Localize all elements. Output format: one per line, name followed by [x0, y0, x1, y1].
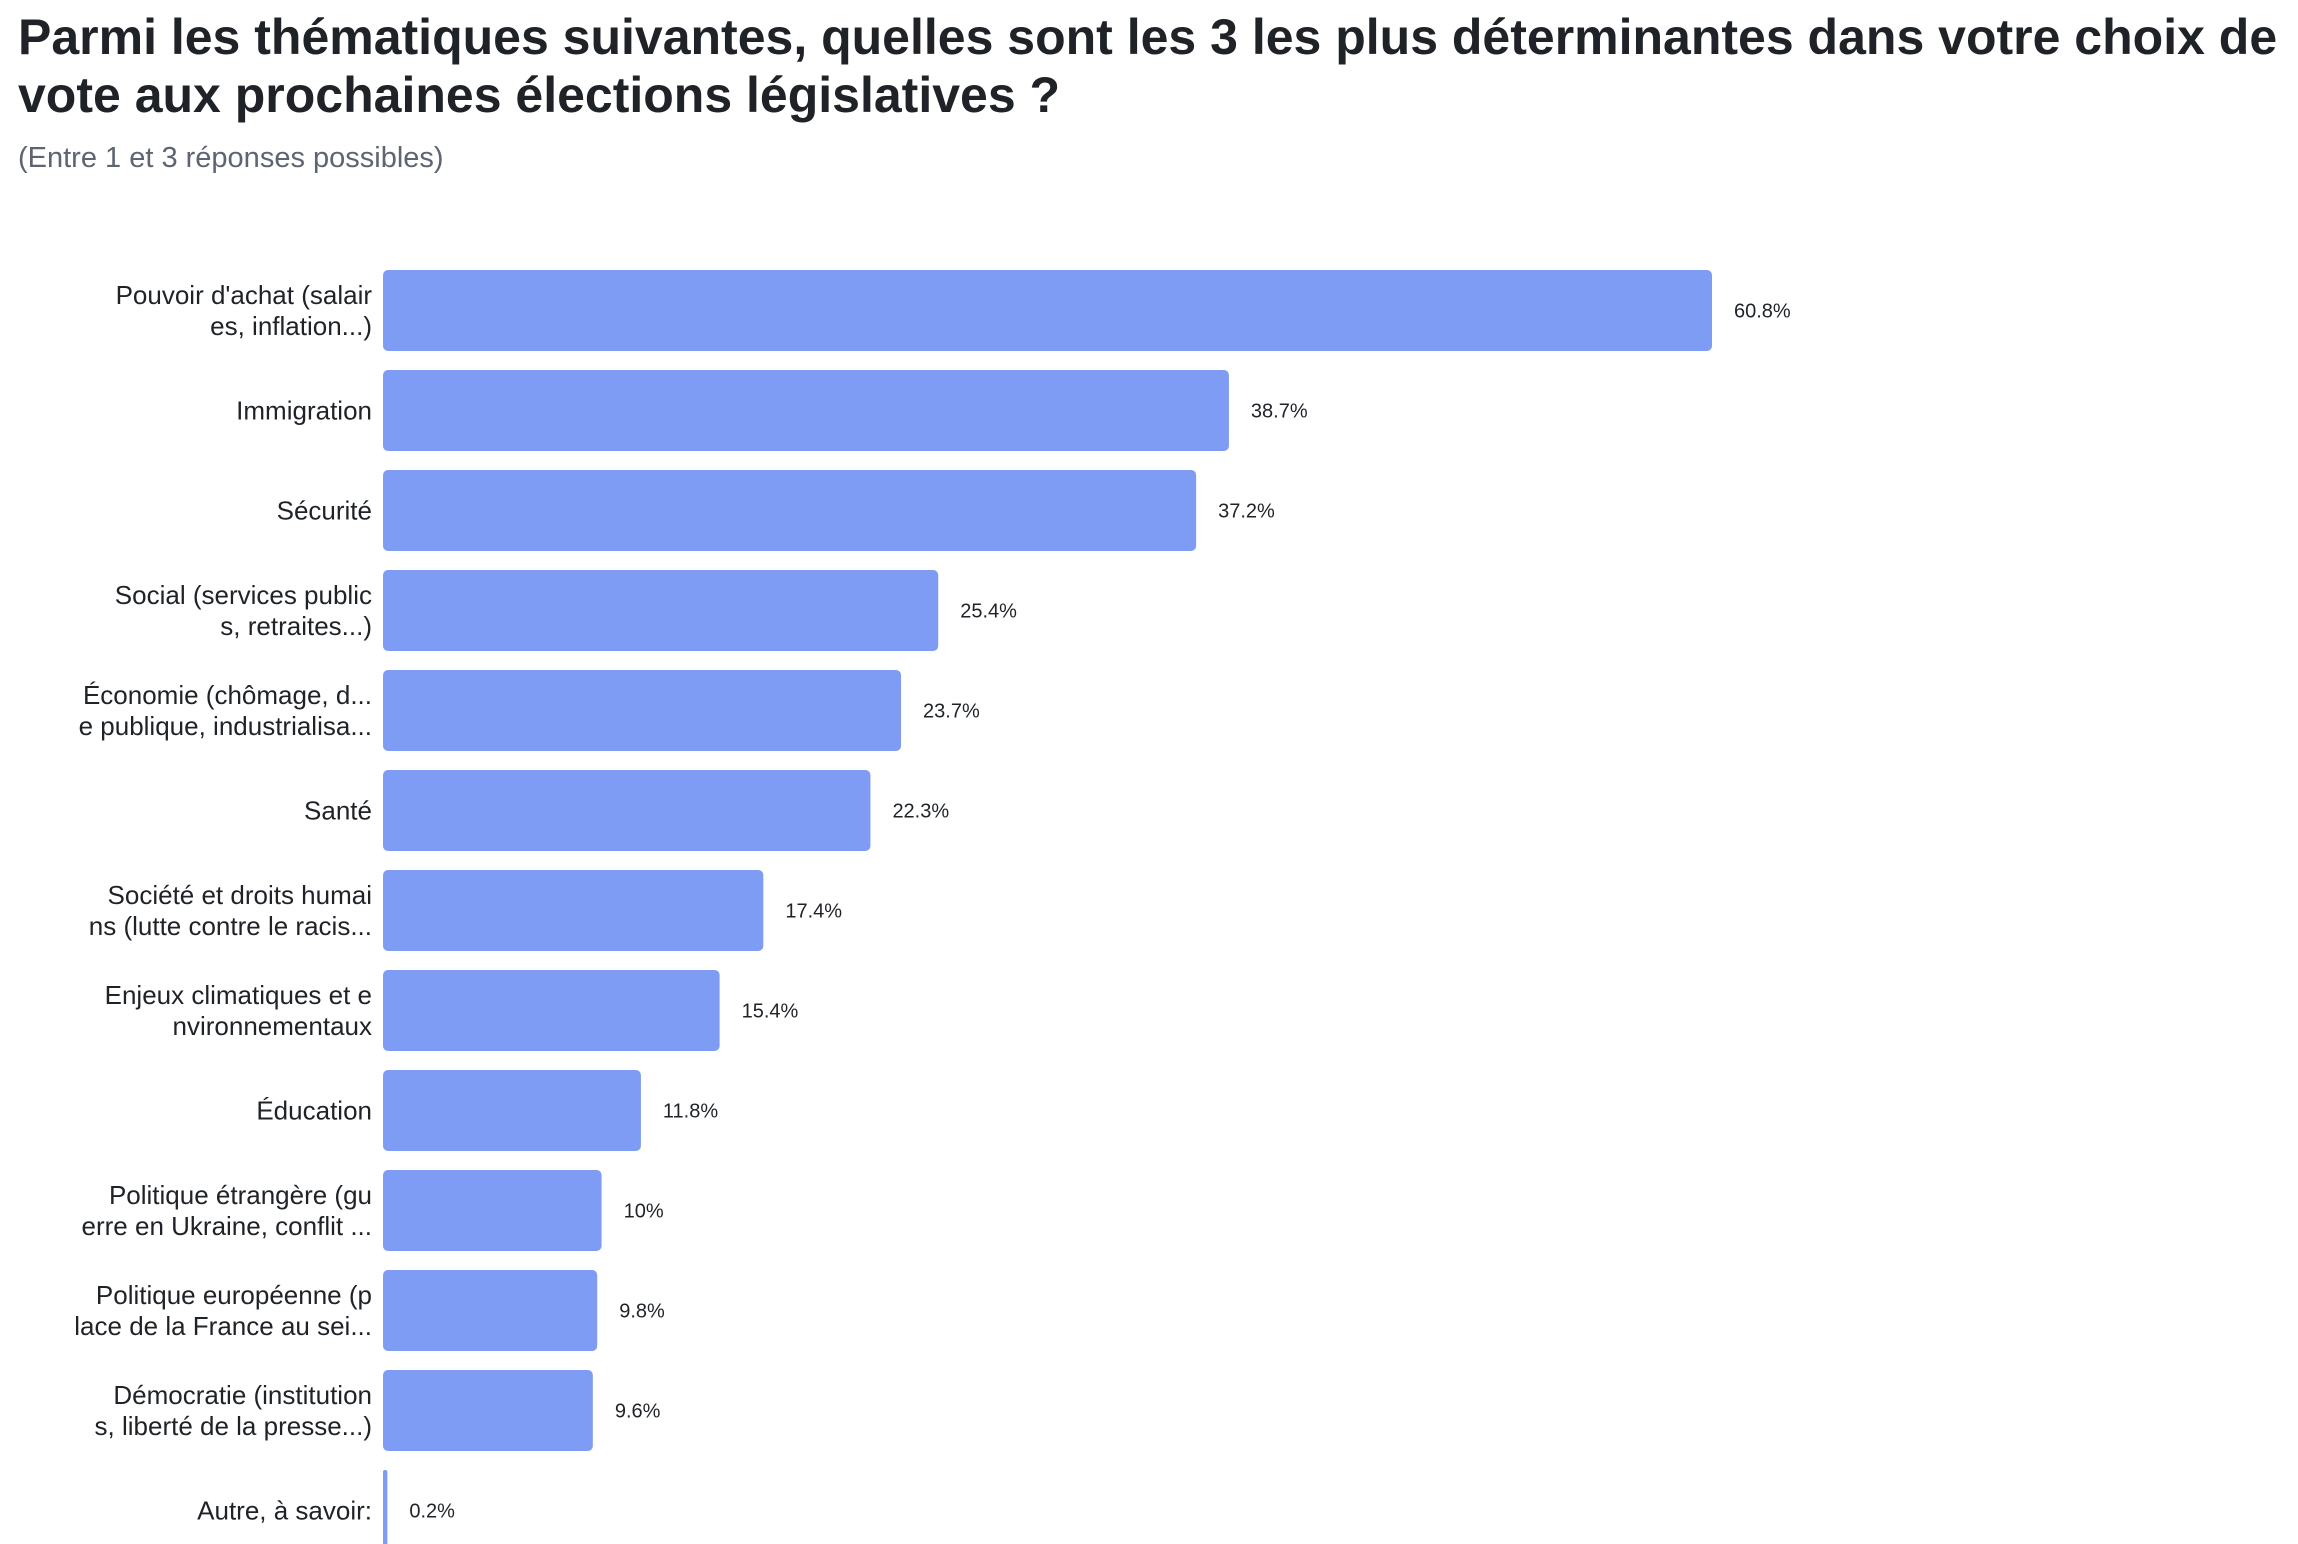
bar[interactable]	[383, 470, 1197, 551]
value-label: 37.2%	[1218, 501, 1275, 523]
bar[interactable]	[383, 370, 1229, 451]
chart-subtitle: (Entre 1 et 3 réponses possibles)	[18, 142, 444, 174]
bar[interactable]	[383, 670, 902, 751]
bar[interactable]	[383, 1070, 641, 1151]
category-label: Enjeux climatiques et e nvironnementaux	[105, 980, 372, 1041]
bar[interactable]	[383, 570, 939, 651]
value-label: 9.6%	[615, 1401, 661, 1423]
category-label: Sécurité	[277, 496, 372, 526]
value-label: 11.8%	[663, 1101, 718, 1123]
category-label: Politique européenne (p lace de la France…	[74, 1280, 372, 1341]
category-label: Démocratie (institution s, liberté de la …	[95, 1380, 372, 1441]
category-label: Immigration	[236, 396, 372, 426]
chart-title: Parmi les thématiques suivantes, quelles…	[18, 9, 2278, 123]
bar[interactable]	[383, 1270, 598, 1351]
value-label: 22.3%	[892, 801, 949, 823]
bar[interactable]	[383, 1370, 593, 1451]
bar[interactable]	[383, 870, 764, 951]
value-label: 38.7%	[1251, 401, 1308, 423]
bar[interactable]	[383, 770, 871, 851]
category-label: Autre, à savoir:	[197, 1496, 372, 1526]
value-label: 0.2%	[409, 1501, 455, 1523]
category-label: Pouvoir d'achat (salair es, inflation...)	[116, 280, 373, 341]
category-label: Éducation	[256, 1096, 372, 1126]
value-label: 60.8%	[1734, 301, 1791, 323]
value-label: 9.8%	[619, 1301, 665, 1323]
value-label: 17.4%	[785, 901, 842, 923]
category-label: Social (services public s, retraites...)	[115, 580, 372, 641]
value-label: 10%	[624, 1201, 664, 1223]
bar[interactable]	[383, 1170, 602, 1251]
value-label: 25.4%	[960, 601, 1017, 623]
value-label: 23.7%	[923, 701, 980, 723]
bar[interactable]	[383, 1470, 388, 1544]
bar[interactable]	[383, 970, 720, 1051]
category-label: Politique étrangère (gu erre en Ukraine, …	[82, 1180, 372, 1241]
value-label: 15.4%	[742, 1001, 799, 1023]
category-label: Économie (chômage, d... e publique, indus…	[79, 680, 372, 741]
category-label: Santé	[304, 796, 372, 826]
bar[interactable]	[383, 270, 1712, 351]
category-label: Société et droits humai ns (lutte contre …	[89, 880, 372, 941]
